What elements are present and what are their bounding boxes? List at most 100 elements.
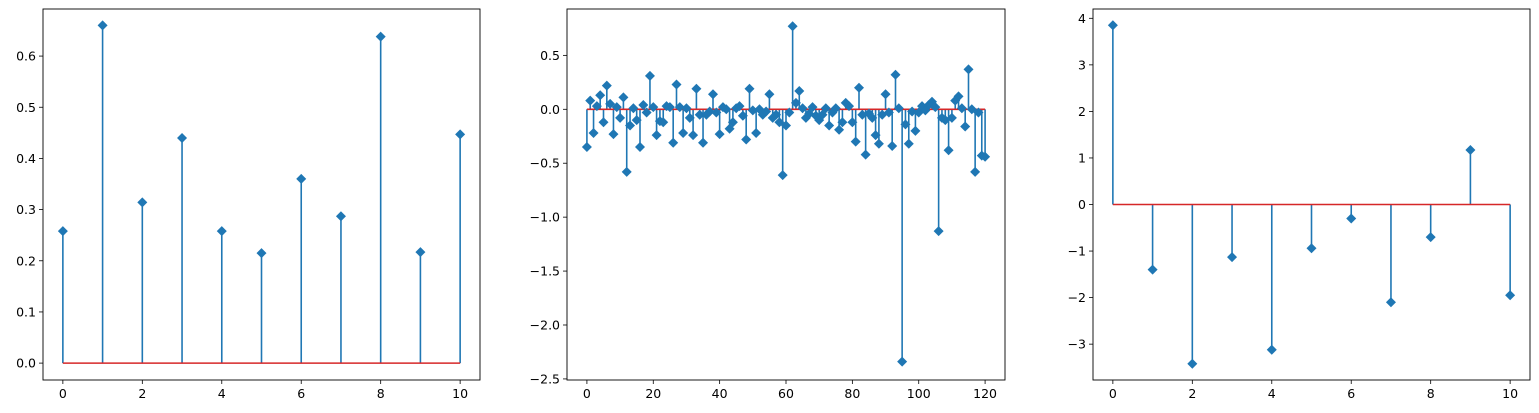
y-tick-label: −1 — [1068, 244, 1086, 259]
y-tick-label: −1.0 — [530, 210, 560, 225]
data-point — [625, 120, 636, 131]
y-tick-label: 0.5 — [540, 48, 560, 63]
data-point — [880, 89, 891, 100]
data-point — [781, 120, 791, 131]
data-point — [137, 197, 148, 208]
y-tick-label: −2.0 — [530, 317, 560, 332]
y-tick-label: 0 — [1078, 197, 1086, 212]
data-point — [708, 89, 718, 100]
data-point — [761, 106, 772, 117]
data-point — [1187, 358, 1198, 369]
data-point — [618, 92, 629, 103]
data-point — [668, 137, 679, 148]
data-point — [854, 82, 864, 93]
data-point — [946, 112, 957, 123]
data-point — [688, 130, 699, 141]
data-point — [644, 70, 655, 81]
data-point — [591, 101, 602, 112]
data-point — [794, 85, 805, 96]
data-point — [631, 115, 642, 126]
data-point — [867, 112, 878, 123]
x-tick-label: 10 — [1502, 386, 1518, 401]
data-point — [608, 129, 619, 140]
data-point — [1425, 232, 1436, 243]
data-point — [727, 117, 738, 128]
data-point — [787, 21, 798, 32]
y-tick-label: 0.6 — [16, 49, 36, 64]
data-point — [1306, 243, 1317, 254]
data-point — [900, 119, 911, 130]
data-point — [764, 89, 775, 100]
x-tick-label: 6 — [1347, 386, 1355, 401]
data-point — [734, 101, 745, 112]
data-point — [980, 151, 991, 162]
data-point — [658, 117, 669, 128]
data-point — [57, 226, 68, 237]
y-tick-label: 0.3 — [16, 202, 36, 217]
x-tick-label: 80 — [844, 386, 860, 401]
stem-plot-middle: 0 20 40 60 80 100 120 −2.5 −2.0 −1.5 −1.0 −0.5 0.0 0.… — [530, 8, 1006, 401]
data-point — [771, 109, 782, 120]
data-point — [621, 166, 632, 177]
data-point — [737, 110, 748, 121]
data-point — [784, 107, 795, 118]
x-tick-label: 40 — [712, 386, 728, 401]
y-tick-label: −2 — [1068, 290, 1086, 305]
data-point — [335, 211, 346, 222]
data-point — [638, 99, 649, 110]
data-point — [910, 125, 921, 136]
x-tick-label: 4 — [218, 386, 226, 401]
data-point — [641, 107, 652, 118]
data-point — [601, 80, 612, 91]
x-tick-label: 8 — [1427, 386, 1435, 401]
x-tick-label: 2 — [138, 386, 146, 401]
stem-plot-left: 0 2 4 6 8 10 0.0 0.1 0.2 0.3 0.4 0.5 0.6 — [16, 8, 481, 401]
data-point — [635, 142, 645, 153]
data-point — [807, 102, 818, 113]
data-point — [873, 138, 884, 149]
data-point — [777, 170, 788, 181]
data-point — [721, 104, 732, 115]
data-point — [711, 107, 722, 118]
y-tick-label: 0.0 — [540, 102, 560, 117]
y-tick-label: 1 — [1078, 150, 1086, 165]
data-point — [1227, 252, 1238, 263]
x-tick-label: 10 — [452, 386, 468, 401]
y-tick-label: 0.4 — [16, 151, 36, 166]
data-point — [973, 107, 984, 118]
data-point — [751, 128, 762, 139]
data-point — [598, 117, 609, 128]
data-point — [897, 356, 908, 367]
data-point — [691, 83, 702, 94]
data-point — [595, 90, 606, 101]
data-point — [870, 130, 881, 141]
data-point — [1107, 20, 1118, 31]
data-point — [296, 173, 307, 184]
y-tick-label: 4 — [1078, 11, 1086, 26]
data-point — [830, 103, 841, 114]
x-tick-label: 60 — [778, 386, 794, 401]
data-point — [648, 102, 659, 113]
data-point — [256, 248, 267, 259]
data-point — [704, 106, 715, 117]
data-point — [1346, 213, 1357, 224]
data-point — [1505, 290, 1516, 301]
y-tick-label: 2 — [1078, 104, 1086, 119]
data-point — [588, 128, 599, 139]
data-point — [907, 106, 918, 117]
data-point — [1147, 264, 1158, 275]
x-tick-label: 4 — [1268, 386, 1276, 401]
y-tick-label: −0.5 — [530, 156, 560, 171]
data-point — [844, 101, 855, 112]
data-point — [893, 103, 904, 114]
data-point — [860, 149, 871, 160]
data-point — [903, 138, 914, 149]
x-tick-label: 0 — [59, 386, 67, 401]
data-point — [678, 128, 689, 139]
y-tick-label: 3 — [1078, 57, 1086, 72]
y-tick-label: −1.5 — [530, 264, 560, 279]
stem-plot-right: 0 2 4 6 8 10 −3 −2 −1 0 1 2 3 4 — [1068, 8, 1531, 401]
data-point — [847, 117, 858, 128]
data-point — [581, 142, 592, 153]
data-point — [960, 121, 971, 132]
